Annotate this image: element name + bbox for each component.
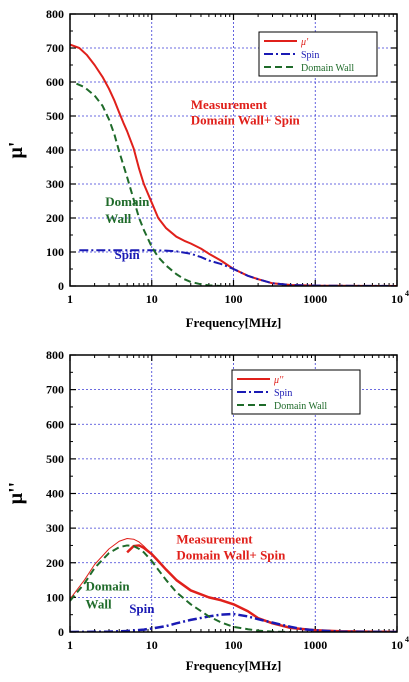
annotation-label: Spin (114, 247, 140, 262)
x-axis-label: Frequency[MHz] (186, 315, 282, 330)
legend-label: μ' (300, 37, 309, 48)
chart-1: 1 10 100 1000 10 40100200300400500600700800Me… (5, 7, 409, 330)
y-tick-label: 700 (46, 383, 64, 397)
x-tick-label: 1000 (303, 638, 327, 652)
x-tick-label: 1 (67, 292, 73, 306)
y-tick-label: 800 (46, 348, 64, 362)
y-tick-label: 500 (46, 452, 64, 466)
y-tick-label: 600 (46, 417, 64, 431)
legend-label: Spin (274, 388, 292, 399)
y-tick-label: 400 (46, 143, 64, 157)
legend-label: μ'' (273, 375, 284, 386)
x-tick-label: 10 (391, 638, 403, 652)
annotation-label: Domain (86, 578, 131, 593)
y-tick-label: 300 (46, 177, 64, 191)
x-tick-label: 10 (391, 292, 403, 306)
x-tick-label: 1 (67, 638, 73, 652)
series-group (70, 538, 397, 632)
legend-box (231, 369, 361, 415)
legend: μ' Spin Domain Wall (258, 31, 378, 77)
y-tick-label: 200 (46, 556, 64, 570)
series-line-spin (79, 249, 397, 286)
y-tick-label: 400 (46, 487, 64, 501)
y-tick-label: 0 (58, 279, 64, 293)
plot-frame (69, 13, 398, 287)
series-line-domain-wall (76, 82, 221, 286)
x-tick-label: 10 (146, 638, 158, 652)
legend-box (258, 31, 378, 77)
annotation-label: Domain Wall+ Spin (176, 547, 286, 562)
x-tick-label: 100 (225, 292, 243, 306)
legend-label: Domain Wall (274, 401, 327, 412)
chart-2: 1 10 100 1000 10 40100200300400500600700800Me… (5, 348, 409, 673)
x-tick-exponent: 4 (405, 635, 409, 644)
y-tick-label: 200 (46, 211, 64, 225)
y-axis-label: μ'' (5, 482, 27, 504)
annotation-label: Wall (86, 596, 112, 611)
plot-frame (69, 354, 398, 633)
y-tick-label: 500 (46, 109, 64, 123)
x-tick-exponent: 4 (405, 289, 409, 298)
y-tick-label: 600 (46, 75, 64, 89)
x-tick-label: 1000 (303, 292, 327, 306)
series-group (70, 43, 397, 286)
y-tick-label: 0 (58, 625, 64, 639)
annotation-label: Spin (129, 601, 155, 616)
annotation-label: Measurement (191, 97, 268, 112)
annotation-label: Wall (105, 211, 131, 226)
x-axis-label: Frequency[MHz] (186, 658, 282, 673)
legend-label: Domain Wall (301, 63, 354, 74)
legend: μ'' Spin Domain Wall (231, 369, 361, 415)
y-tick-label: 100 (46, 590, 64, 604)
series-line-spin (70, 612, 397, 632)
annotation-label: Domain (105, 194, 150, 209)
annotation-label: Domain Wall+ Spin (191, 113, 301, 128)
x-tick-label: 100 (225, 638, 243, 652)
y-tick-label: 700 (46, 41, 64, 55)
annotation-label: Measurement (176, 532, 253, 547)
y-tick-label: 100 (46, 245, 64, 259)
y-tick-label: 800 (46, 7, 64, 21)
y-tick-label: 300 (46, 521, 64, 535)
series-line-domain-wall (70, 544, 291, 632)
x-tick-label: 10 (146, 292, 158, 306)
y-axis-label: μ' (5, 142, 27, 159)
legend-label: Spin (301, 50, 319, 61)
